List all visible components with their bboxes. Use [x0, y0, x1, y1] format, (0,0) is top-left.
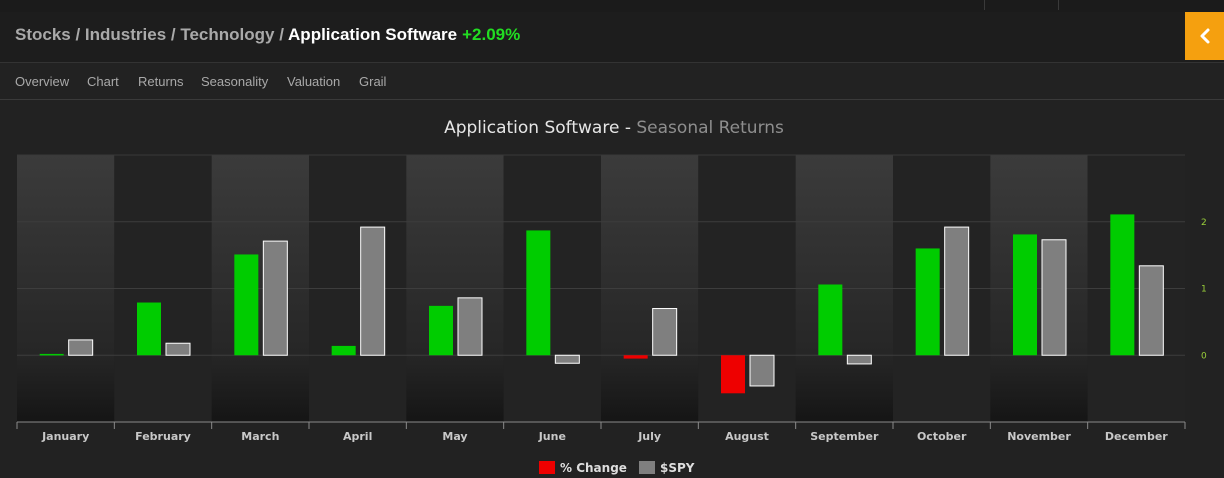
x-tick-label: May	[442, 430, 467, 443]
x-tick-label: September	[810, 430, 879, 443]
bar-spy-november[interactable]	[1041, 239, 1067, 356]
bar-change-november[interactable]	[1013, 234, 1037, 356]
y-tick-label: 1	[1201, 285, 1207, 295]
collapse-panel-button[interactable]	[1185, 12, 1224, 60]
bar-change-february[interactable]	[137, 302, 161, 356]
x-tick-label: June	[538, 430, 566, 443]
legend-label-change[interactable]: % Change	[560, 461, 627, 475]
chart-title-separator: -	[619, 118, 636, 138]
bar-spy-june[interactable]	[554, 354, 580, 364]
x-tick-label: November	[1007, 430, 1071, 443]
x-tick-label: August	[725, 430, 769, 443]
legend-swatch-spy	[639, 461, 655, 474]
bar-change-august[interactable]	[721, 355, 745, 394]
bar-spy-february[interactable]	[165, 342, 191, 356]
bar-change-june[interactable]	[526, 230, 551, 356]
legend-label-spy[interactable]: $SPY	[660, 461, 695, 475]
bar-change-september[interactable]	[818, 284, 843, 356]
bar-change-march[interactable]	[234, 254, 259, 356]
bar-spy-october[interactable]	[944, 226, 970, 356]
bar-change-may[interactable]	[429, 305, 453, 356]
x-tick-label: December	[1105, 430, 1168, 443]
y-tick-label: 0	[1201, 351, 1207, 361]
x-tick-label: February	[135, 430, 191, 443]
tab-seasonality[interactable]: Seasonality	[201, 74, 269, 89]
top-strip-divider	[984, 0, 985, 10]
x-tick-label: October	[917, 430, 967, 443]
tab-grail[interactable]: Grail	[359, 74, 387, 89]
bar-spy-september[interactable]	[846, 354, 872, 365]
chart-legend: % Change $SPY	[539, 461, 695, 475]
bar-spy-july[interactable]	[652, 308, 678, 356]
bar-change-october[interactable]	[915, 248, 940, 356]
bar-spy-january[interactable]	[68, 339, 94, 356]
breadcrumb-separator: /	[166, 25, 181, 44]
bar-spy-march[interactable]	[262, 240, 288, 356]
bar-change-january[interactable]	[39, 353, 64, 356]
bar-change-december[interactable]	[1110, 214, 1135, 356]
x-tick-label: January	[41, 430, 89, 443]
chart-title: Application Software	[444, 118, 619, 138]
legend-swatch-change	[539, 461, 555, 474]
page-title: Application Software	[288, 25, 458, 44]
breadcrumb-item-technology[interactable]: Technology	[180, 25, 275, 44]
seasonal-returns-chart: January February March April May June July Augu…	[16, 118, 1207, 475]
breadcrumb-separator: /	[274, 25, 289, 44]
y-tick-label: 2	[1201, 218, 1207, 228]
tab-overview[interactable]: Overview	[15, 74, 70, 89]
chart-subtitle: Seasonal Returns	[636, 118, 784, 138]
tab-valuation[interactable]: Valuation	[287, 74, 341, 89]
top-strip	[0, 0, 1224, 12]
bar-spy-december[interactable]	[1138, 265, 1164, 356]
tab-bar: Overview Chart Returns Seasonality Valua…	[0, 63, 1224, 100]
bar-spy-may[interactable]	[457, 297, 483, 356]
chevron-left-icon	[1200, 28, 1209, 44]
bar-change-july[interactable]	[623, 355, 648, 359]
breadcrumb-separator: /	[70, 25, 85, 44]
tab-chart[interactable]: Chart	[87, 74, 119, 89]
daily-change-value: +2.09%	[462, 25, 521, 44]
tab-returns[interactable]: Returns	[138, 74, 184, 89]
x-tick-label: April	[343, 430, 372, 443]
x-tick-label: July	[637, 430, 661, 443]
breadcrumb-item-stocks[interactable]: Stocks	[15, 25, 71, 44]
breadcrumb: Stocks / Industries / Technology / Appli…	[15, 25, 520, 45]
x-tick-label: March	[241, 430, 279, 443]
breadcrumb-item-industries[interactable]: Industries	[84, 25, 167, 44]
page-header: Stocks / Industries / Technology / Appli…	[0, 12, 1224, 63]
bar-spy-april[interactable]	[360, 226, 386, 356]
bar-spy-august[interactable]	[749, 354, 775, 387]
bar-change-april[interactable]	[331, 345, 356, 356]
top-strip-divider	[1058, 0, 1059, 10]
